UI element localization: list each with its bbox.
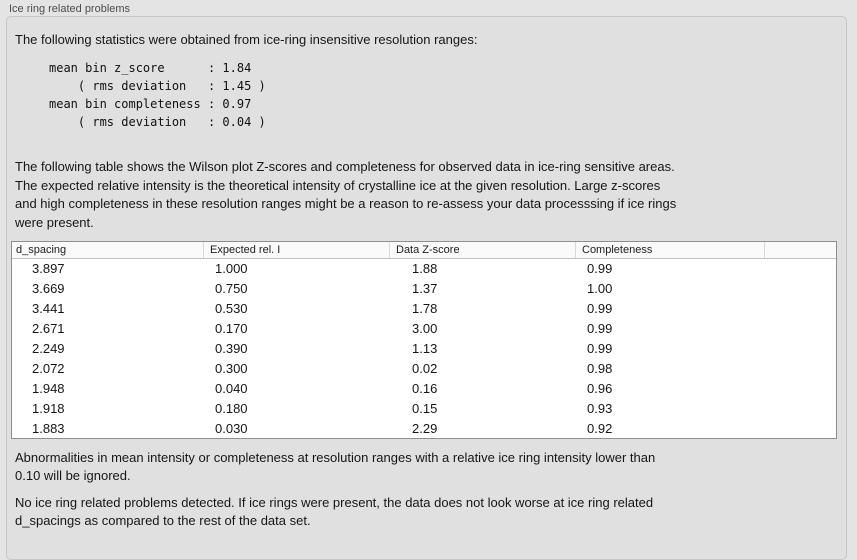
table-intro-text: The following table shows the Wilson plo… [15,159,677,231]
table-cell: 3.441 [32,301,65,316]
table-header-row: d_spacing Expected rel. I Data Z-score Comp… [12,242,836,259]
ignore-note-text: Abnormalities in mean intensity or compl… [15,450,656,483]
table-cell: 2.249 [32,341,65,356]
column-header-label: Completeness [582,244,653,256]
table-cell: 2.671 [32,321,65,336]
table-row[interactable]: 3.669 0.750 1.37 1.00 [12,279,836,299]
table-cell-empty [764,399,836,419]
table-cell-empty [764,379,836,399]
table-cell: 1.948 [32,381,65,396]
table-cell: 0.92 [587,421,613,436]
table-cell: 0.15 [412,401,438,416]
table-cell: 0.02 [412,361,438,376]
table-row[interactable]: 2.671 0.170 3.00 0.99 [12,319,836,339]
table-row[interactable]: 1.948 0.040 0.16 0.96 [12,379,836,399]
table-cell: 2.072 [32,361,65,376]
column-header-expected-rel-i[interactable]: Expected rel. I [203,242,389,258]
column-header-label: d_spacing [16,244,67,256]
table-cell-empty [764,259,836,279]
table-cell: 0.16 [412,381,438,396]
table-cell-empty [764,279,836,299]
table-cell: 0.99 [587,321,613,336]
column-header-empty[interactable] [764,242,836,258]
table-cell: 1.918 [32,401,65,416]
ice-ring-table[interactable]: d_spacing Expected rel. I Data Z-score Comp… [11,241,837,439]
table-cell: 1.37 [412,281,438,296]
table-cell: 0.300 [215,361,248,376]
table-row[interactable]: 1.918 0.180 0.15 0.93 [12,399,836,419]
column-header-completeness[interactable]: Completeness [575,242,764,258]
table-row[interactable]: 2.072 0.300 0.02 0.98 [12,359,836,379]
table-body: 3.897 1.000 1.88 0.99 3.669 0.750 1.37 1.00 3.44… [12,259,836,439]
table-row[interactable]: 3.441 0.530 1.78 0.99 [12,299,836,319]
table-cell-empty [764,299,836,319]
table-cell: 0.750 [215,281,248,296]
table-row[interactable]: 1.883 0.030 2.29 0.92 [12,419,836,439]
table-cell: 0.530 [215,301,248,316]
conclusion-text: No ice ring related problems detected. I… [15,495,654,528]
table-cell: 1.88 [412,261,438,276]
table-cell: 0.180 [215,401,248,416]
table-cell: 1.13 [412,341,438,356]
table-cell: 2.29 [412,421,438,436]
table-cell-empty [764,419,836,439]
table-cell: 0.98 [587,361,613,376]
table-cell: 1.883 [32,421,65,436]
table-cell-empty [764,359,836,379]
table-cell: 0.93 [587,401,613,416]
column-header-label: Expected rel. I [210,244,281,256]
stats-summary-block: mean bin z_score : 1.84 ( rms deviation … [49,61,266,129]
ice-ring-group-box: The following statistics were obtained f… [6,16,847,560]
table-cell: 0.030 [215,421,248,436]
table-cell: 0.170 [215,321,248,336]
stats-intro-text: The following statistics were obtained f… [15,32,478,47]
column-header-d-spacing[interactable]: d_spacing [12,242,203,258]
column-header-label: Data Z-score [396,244,460,256]
table-row[interactable]: 3.897 1.000 1.88 0.99 [12,259,836,279]
table-cell: 0.040 [215,381,248,396]
table-cell: 0.99 [587,301,613,316]
table-cell: 0.96 [587,381,613,396]
table-cell: 1.78 [412,301,438,316]
table-cell: 3.00 [412,321,438,336]
table-row[interactable]: 2.249 0.390 1.13 0.99 [12,339,836,359]
panel-title: Ice ring related problems [9,3,131,15]
table-cell-empty [764,319,836,339]
table-cell: 3.897 [32,261,65,276]
table-cell: 0.99 [587,341,613,356]
table-cell: 3.669 [32,281,65,296]
table-cell: 1.000 [215,261,248,276]
table-cell: 1.00 [587,281,613,296]
table-cell-empty [764,339,836,359]
table-cell: 0.99 [587,261,613,276]
column-header-data-z-score[interactable]: Data Z-score [389,242,575,258]
table-cell: 0.390 [215,341,248,356]
